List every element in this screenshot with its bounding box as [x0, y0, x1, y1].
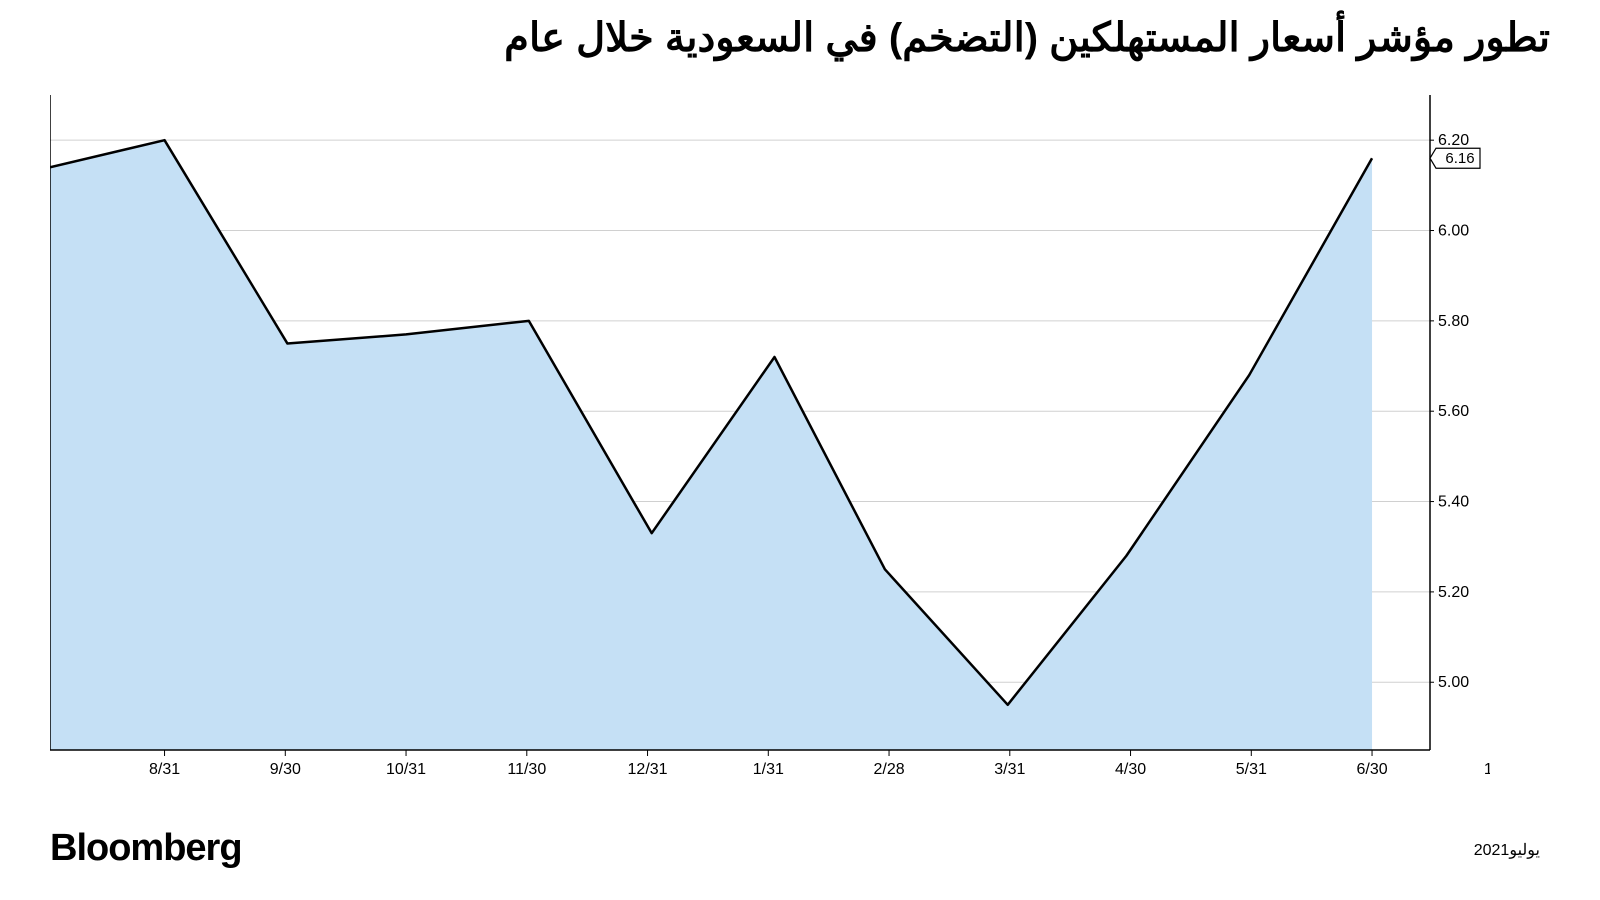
svg-text:15: 15	[1484, 761, 1490, 778]
svg-text:6/30: 6/30	[1356, 761, 1387, 778]
svg-text:5.20: 5.20	[1438, 584, 1469, 601]
svg-text:8/31: 8/31	[149, 761, 180, 778]
svg-text:5.00: 5.00	[1438, 674, 1469, 691]
svg-text:10/31: 10/31	[386, 761, 426, 778]
svg-text:9/30: 9/30	[270, 761, 301, 778]
area-chart-svg: 5.00 5.20 5.40 5.60 5.80 6.00 6.206.16 8/31 9/30…	[50, 90, 1490, 790]
svg-text:5.40: 5.40	[1438, 494, 1469, 511]
svg-text:5.60: 5.60	[1438, 403, 1469, 420]
svg-text:2/28: 2/28	[873, 761, 904, 778]
chart-title: تطور مؤشر أسعار المستهلكين (التضخم) في ا…	[504, 15, 1550, 61]
svg-text:6.20: 6.20	[1438, 132, 1469, 149]
svg-text:6.16: 6.16	[1445, 150, 1474, 167]
svg-text:4/30: 4/30	[1115, 761, 1146, 778]
brand-logo: Bloomberg	[50, 827, 242, 870]
svg-text:11/30: 11/30	[507, 761, 546, 778]
svg-text:1/31: 1/31	[753, 761, 784, 778]
svg-text:6.00: 6.00	[1438, 223, 1469, 240]
chart-area: 5.00 5.20 5.40 5.60 5.80 6.00 6.206.16 8/31 9/30…	[50, 90, 1490, 790]
svg-text:3/31: 3/31	[994, 761, 1025, 778]
svg-text:5.80: 5.80	[1438, 313, 1469, 330]
svg-text:12/31: 12/31	[628, 761, 668, 778]
svg-text:5/31: 5/31	[1236, 761, 1267, 778]
date-label: يوليو2021	[1474, 840, 1540, 860]
